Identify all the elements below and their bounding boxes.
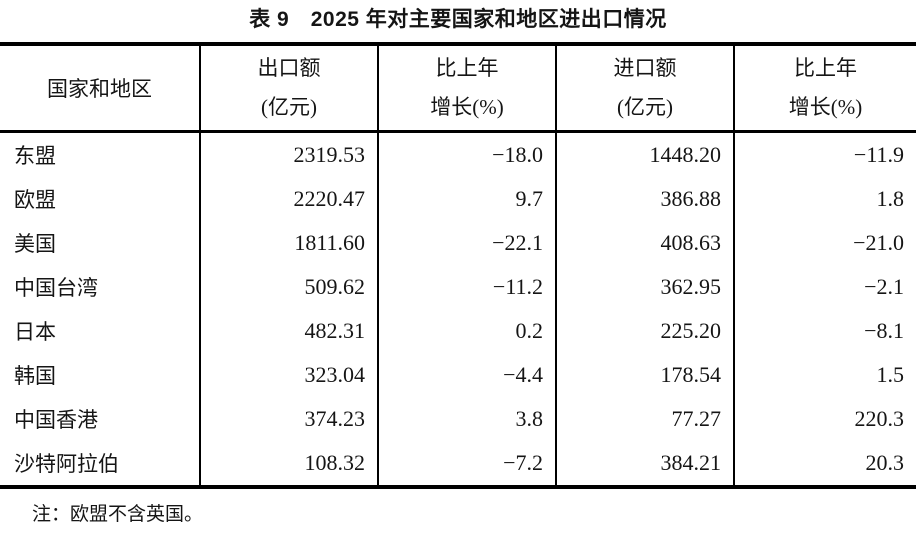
export-growth-cell: 9.7 — [377, 177, 556, 221]
table-row: 韩国 323.04 −4.4 178.54 1.5 — [0, 353, 916, 397]
import-growth-cell: 20.3 — [733, 441, 916, 487]
header-import-value: 进口额 (亿元) — [555, 44, 734, 133]
import-value-cell: 77.27 — [555, 397, 734, 441]
table-row: 沙特阿拉伯 108.32 −7.2 384.21 20.3 — [0, 441, 916, 487]
header-import-value-line1: 进口额 — [613, 56, 677, 80]
import-value-cell: 362.95 — [555, 265, 734, 309]
import-growth-cell: −11.9 — [733, 131, 916, 177]
table-row: 欧盟 2220.47 9.7 386.88 1.8 — [0, 177, 916, 221]
import-value-cell: 225.20 — [555, 309, 734, 353]
region-cell: 东盟 — [14, 144, 56, 168]
region-cell: 韩国 — [14, 364, 56, 388]
header-import-growth-line1: 比上年 — [794, 56, 857, 80]
import-growth-cell: −2.1 — [733, 265, 916, 309]
header-export-growth-line2: 增长(%) — [430, 95, 504, 119]
export-value-cell: 2220.47 — [199, 177, 378, 221]
export-value-cell: 108.32 — [199, 441, 378, 487]
table-row: 中国台湾 509.62 −11.2 362.95 −2.1 — [0, 265, 916, 309]
export-growth-cell: −18.0 — [377, 131, 556, 177]
export-growth-cell: 3.8 — [377, 397, 556, 441]
region-cell: 中国香港 — [14, 408, 98, 432]
table-note: 注：欧盟不含英国。 — [32, 504, 204, 525]
header-export-value-line1: 出口额 — [257, 56, 321, 80]
header-import-growth-line2: 增长(%) — [788, 95, 863, 119]
region-cell: 沙特阿拉伯 — [14, 452, 119, 476]
region-cell: 中国台湾 — [14, 276, 98, 300]
export-growth-cell: −11.2 — [377, 265, 556, 309]
header-row: 国家和地区 出口额 (亿元) 比上年 增长(%) 进口额 (亿元) 比上年 增长… — [0, 44, 916, 133]
table-row: 日本 482.31 0.2 225.20 −8.1 — [0, 309, 916, 353]
trade-by-country-table: 国家和地区 出口额 (亿元) 比上年 增长(%) 进口额 (亿元) 比上年 增长… — [0, 42, 916, 489]
header-import-growth: 比上年 增长(%) — [733, 44, 916, 133]
table-row: 美国 1811.60 −22.1 408.63 −21.0 — [0, 221, 916, 265]
import-value-cell: 178.54 — [555, 353, 734, 397]
header-export-value: 出口额 (亿元) — [199, 44, 378, 133]
table-row: 中国香港 374.23 3.8 77.27 220.3 — [0, 397, 916, 441]
header-export-growth: 比上年 增长(%) — [377, 44, 556, 133]
region-cell: 日本 — [14, 320, 56, 344]
export-value-cell: 374.23 — [199, 397, 378, 441]
header-export-value-line2: (亿元) — [261, 95, 317, 119]
export-growth-cell: 0.2 — [377, 309, 556, 353]
export-value-cell: 2319.53 — [199, 131, 378, 177]
import-growth-cell: −21.0 — [733, 221, 916, 265]
region-cell: 欧盟 — [14, 188, 56, 212]
export-value-cell: 1811.60 — [199, 221, 378, 265]
header-export-growth-line1: 比上年 — [435, 56, 499, 80]
import-value-cell: 384.21 — [555, 441, 734, 487]
import-value-cell: 1448.20 — [555, 131, 734, 177]
export-growth-cell: −7.2 — [377, 441, 556, 487]
table-title: 表 9 2025 年对主要国家和地区进出口情况 — [249, 8, 667, 31]
import-growth-cell: 220.3 — [733, 397, 916, 441]
import-growth-cell: 1.5 — [733, 353, 916, 397]
import-value-cell: 386.88 — [555, 177, 734, 221]
export-value-cell: 482.31 — [199, 309, 378, 353]
export-growth-cell: −4.4 — [377, 353, 556, 397]
export-value-cell: 509.62 — [199, 265, 378, 309]
import-growth-cell: −8.1 — [733, 309, 916, 353]
export-growth-cell: −22.1 — [377, 221, 556, 265]
header-country-region: 国家和地区 — [0, 44, 200, 133]
import-growth-cell: 1.8 — [733, 177, 916, 221]
table-row: 东盟 2319.53 −18.0 1448.20 −11.9 — [0, 131, 916, 177]
header-import-value-line2: (亿元) — [617, 95, 673, 119]
region-cell: 美国 — [14, 232, 56, 256]
import-value-cell: 408.63 — [555, 221, 734, 265]
export-value-cell: 323.04 — [199, 353, 378, 397]
